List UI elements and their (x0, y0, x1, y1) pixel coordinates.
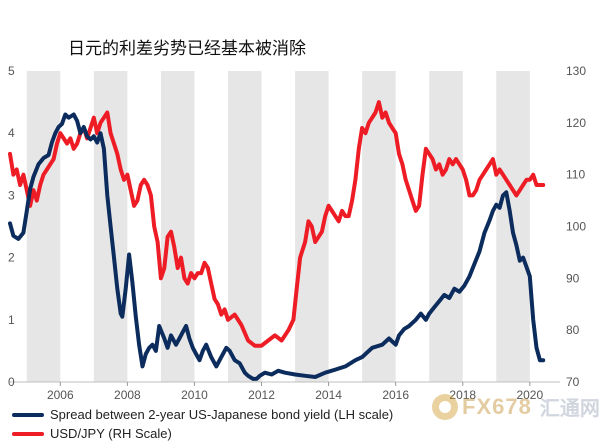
left-tick-label-3: 3 (8, 188, 15, 202)
left-tick-label-4: 4 (8, 126, 15, 140)
watermark-logo-icon (432, 393, 458, 420)
x-tick-label-2: 2010 (181, 388, 208, 402)
x-tick-label-0: 2006 (47, 388, 74, 402)
right-tick-label-3: 100 (566, 220, 586, 234)
watermark-cn: 汇通网 (539, 396, 600, 420)
watermark-brand: FX678 (462, 393, 532, 419)
right-axis-ticks: 70 80 90 100 110 120 130 (566, 64, 586, 389)
left-tick-label-2: 2 (8, 251, 15, 265)
right-tick-label-6: 130 (566, 64, 586, 78)
chart-title: 日元的利差劣势已经基本被消除 (68, 39, 306, 59)
left-axis-ticks: 0 1 2 3 4 5 (8, 64, 15, 389)
legend-swatch-usdjpy (12, 431, 44, 436)
legend: Spread between 2-year US-Japanese bond y… (12, 405, 393, 443)
x-tick-label-6: 2018 (449, 388, 476, 402)
shaded-band-0 (26, 71, 61, 382)
x-tick-label-4: 2014 (315, 388, 342, 402)
right-tick-label-2: 90 (566, 271, 580, 285)
right-tick-label-0: 70 (566, 375, 580, 389)
shaded-band-6 (429, 71, 463, 382)
left-tick-label-1: 1 (8, 313, 15, 327)
watermark: FX678 汇通网 (432, 392, 600, 421)
x-axis-ticks: 2006 2008 2010 2012 2014 2016 2018 2020 (47, 382, 543, 402)
legend-swatch-spread (12, 412, 44, 417)
legend-label-spread: Spread between 2-year US-Japanese bond y… (50, 407, 394, 422)
series-line-spread (8, 112, 546, 381)
legend-item-spread: Spread between 2-year US-Japanese bond y… (12, 405, 393, 424)
series-layer (8, 100, 546, 381)
x-tick-label-1: 2008 (114, 388, 141, 402)
right-tick-label-4: 110 (566, 168, 585, 182)
x-tick-label-3: 2012 (248, 388, 275, 402)
series-line-usdjpy (8, 100, 546, 348)
right-tick-label-1: 80 (566, 323, 580, 337)
x-tick-label-5: 2016 (382, 388, 409, 402)
legend-label-usdjpy: USD/JPY (RH Scale) (50, 426, 172, 441)
right-tick-label-5: 120 (566, 116, 586, 130)
left-tick-label-5: 5 (8, 64, 15, 78)
x-tick-label-7: 2020 (516, 388, 543, 402)
left-tick-label-0: 0 (8, 375, 15, 389)
legend-item-usdjpy: USD/JPY (RH Scale) (12, 424, 393, 443)
shaded-band-5 (362, 71, 396, 382)
